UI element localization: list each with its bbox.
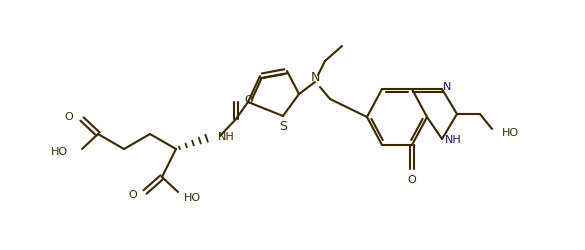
Text: O: O xyxy=(408,174,417,184)
Text: S: S xyxy=(279,120,287,133)
Text: HO: HO xyxy=(184,192,201,202)
Text: NH: NH xyxy=(445,134,462,144)
Text: O: O xyxy=(64,112,73,122)
Text: O: O xyxy=(244,94,253,104)
Text: NH: NH xyxy=(218,132,235,141)
Text: HO: HO xyxy=(51,146,68,156)
Text: N: N xyxy=(310,71,319,84)
Text: N: N xyxy=(443,82,452,92)
Text: HO: HO xyxy=(502,128,519,138)
Text: O: O xyxy=(128,189,137,199)
